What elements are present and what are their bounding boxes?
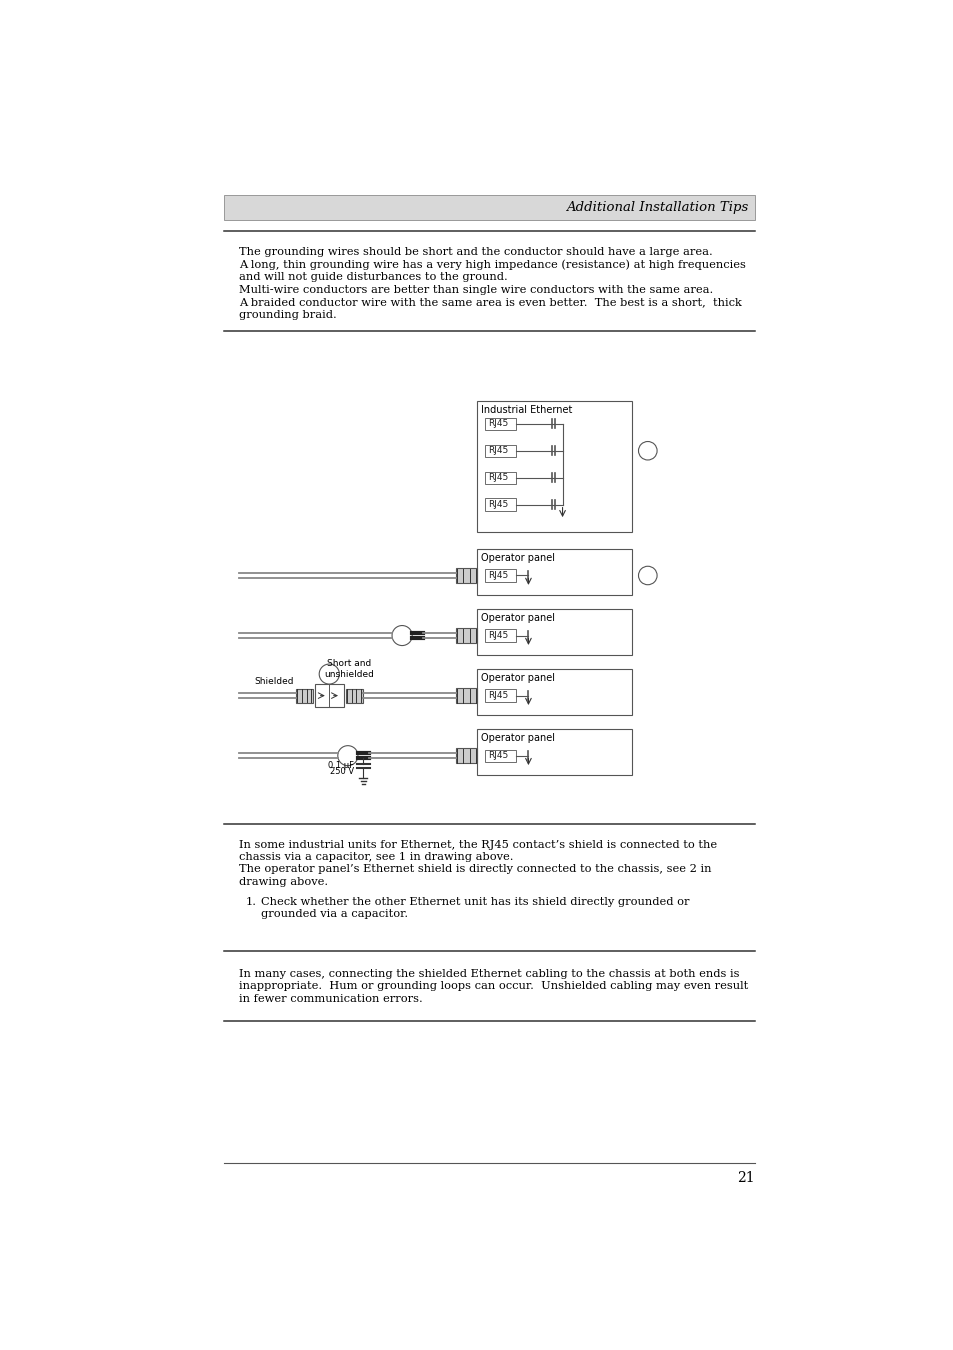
Bar <box>484 749 516 761</box>
Text: 0.1 µF: 0.1 µF <box>328 761 354 771</box>
Text: In some industrial units for Ethernet, the RJ45 contact’s shield is connected to: In some industrial units for Ethernet, t… <box>239 840 717 849</box>
Text: Operator panel: Operator panel <box>480 672 555 683</box>
Text: drawing above.: drawing above. <box>239 876 328 887</box>
Text: Operator panel: Operator panel <box>480 552 555 563</box>
Bar <box>345 688 362 702</box>
Bar <box>314 684 344 707</box>
Circle shape <box>319 664 339 684</box>
Bar <box>484 471 516 483</box>
Bar <box>484 629 516 641</box>
Bar <box>484 570 516 582</box>
Text: grounding braid.: grounding braid. <box>239 310 336 320</box>
Text: RJ45: RJ45 <box>488 420 508 428</box>
Text: RJ45: RJ45 <box>488 751 508 760</box>
Text: in fewer communication errors.: in fewer communication errors. <box>239 994 423 1003</box>
Circle shape <box>638 441 657 460</box>
Bar <box>484 417 516 429</box>
Text: The grounding wires should be short and the conductor should have a large area.: The grounding wires should be short and … <box>239 247 713 256</box>
Circle shape <box>638 566 657 585</box>
Text: Industrial Ethernet: Industrial Ethernet <box>480 405 572 414</box>
Text: RJ45: RJ45 <box>488 571 508 580</box>
Bar <box>484 444 516 456</box>
Text: RJ45: RJ45 <box>488 691 508 701</box>
Text: Check whether the other Ethernet unit has its shield directly grounded or: Check whether the other Ethernet unit ha… <box>261 896 689 907</box>
Text: RJ45: RJ45 <box>488 474 508 482</box>
Bar <box>476 729 632 775</box>
Text: RJ45: RJ45 <box>488 447 508 455</box>
Text: Short and
unshielded: Short and unshielded <box>324 659 374 679</box>
Bar <box>476 668 632 716</box>
Text: RJ45: RJ45 <box>488 500 508 509</box>
Text: The operator panel’s Ethernet shield is directly connected to the chassis, see 2: The operator panel’s Ethernet shield is … <box>239 864 711 875</box>
Text: RJ45: RJ45 <box>488 630 508 640</box>
Bar <box>456 748 476 763</box>
Text: In many cases, connecting the shielded Ethernet cabling to the chassis at both e: In many cases, connecting the shielded E… <box>239 969 740 979</box>
Text: Operator panel: Operator panel <box>480 733 555 743</box>
Bar <box>484 690 516 702</box>
Bar <box>476 609 632 655</box>
Text: Shielded: Shielded <box>254 678 294 686</box>
Bar <box>295 688 313 702</box>
Bar <box>224 196 754 220</box>
Bar <box>484 498 516 510</box>
Bar <box>456 688 476 703</box>
Bar <box>456 628 476 643</box>
Text: A braided conductor wire with the same area is even better.  The best is a short: A braided conductor wire with the same a… <box>239 297 741 308</box>
Text: 1.: 1. <box>245 896 256 907</box>
Text: Operator panel: Operator panel <box>480 613 555 622</box>
Text: Additional Installation Tips: Additional Installation Tips <box>566 201 748 213</box>
Text: grounded via a capacitor.: grounded via a capacitor. <box>261 909 408 919</box>
Text: Multi-wire conductors are better than single wire conductors with the same area.: Multi-wire conductors are better than si… <box>239 285 713 294</box>
Text: inappropriate.  Hum or grounding loops can occur.  Unshielded cabling may even r: inappropriate. Hum or grounding loops ca… <box>239 981 748 991</box>
Text: A long, thin grounding wire has a very high impedance (resistance) at high frequ: A long, thin grounding wire has a very h… <box>239 259 745 270</box>
Bar <box>476 401 632 532</box>
Bar <box>456 568 476 583</box>
Circle shape <box>392 625 412 645</box>
Text: chassis via a capacitor, see 1 in drawing above.: chassis via a capacitor, see 1 in drawin… <box>239 852 514 861</box>
Bar <box>476 548 632 595</box>
Text: and will not guide disturbances to the ground.: and will not guide disturbances to the g… <box>239 273 508 282</box>
Circle shape <box>337 745 357 765</box>
Text: 250 V: 250 V <box>330 767 354 775</box>
Text: 21: 21 <box>737 1172 754 1185</box>
